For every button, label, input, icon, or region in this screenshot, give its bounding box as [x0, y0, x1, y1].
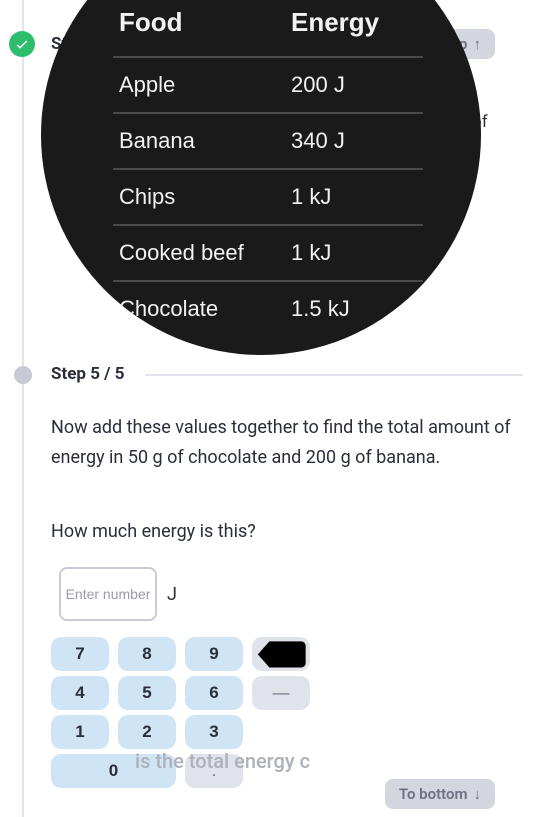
unit-label: J — [167, 584, 177, 605]
table-row: Apple 200 J — [113, 56, 423, 112]
ghost-text-behind-circle: is the total energy c — [135, 749, 310, 773]
key-2[interactable]: 2 — [118, 715, 176, 749]
key-4[interactable]: 4 — [51, 676, 109, 710]
table-row: Banana 340 J — [113, 112, 423, 168]
key-6[interactable]: 6 — [185, 676, 243, 710]
backspace-icon — [252, 637, 310, 672]
col-header-food: Food — [113, 7, 291, 38]
instruction-text: Now add these values together to find th… — [51, 413, 517, 472]
food-energy-table: Food Energy Apple 200 J Banana 340 J Chi… — [113, 0, 423, 336]
step-marker-current — [14, 366, 32, 384]
step-marker-done — [9, 31, 35, 57]
key-3[interactable]: 3 — [185, 715, 243, 749]
key-7[interactable]: 7 — [51, 637, 109, 671]
to-bottom-label: To bottom — [399, 785, 468, 803]
key-9[interactable]: 9 — [185, 637, 243, 671]
magnifier-circle: Food Energy Apple 200 J Banana 340 J Chi… — [41, 0, 481, 355]
timeline-rail — [22, 0, 24, 817]
to-bottom-button[interactable]: To bottom ↓ — [385, 779, 495, 809]
key-8[interactable]: 8 — [118, 637, 176, 671]
col-header-energy: Energy — [291, 7, 423, 38]
table-row: Cooked beef 1 kJ — [113, 224, 423, 280]
key-5[interactable]: 5 — [118, 676, 176, 710]
key-minus[interactable]: — — [252, 676, 310, 710]
arrow-down-icon: ↓ — [474, 785, 482, 803]
step-label-current: Step 5 / 5 — [51, 364, 124, 384]
check-icon — [14, 36, 30, 52]
answer-input-row: J — [59, 567, 177, 621]
step-divider-line — [145, 374, 523, 376]
page: St top ↑ g. of is the total energy c Foo… — [0, 0, 533, 817]
key-1[interactable]: 1 — [51, 715, 109, 749]
answer-input[interactable] — [59, 567, 157, 621]
table-header: Food Energy — [113, 0, 423, 56]
table-row: Chips 1 kJ — [113, 168, 423, 224]
question-text: How much energy is this? — [51, 521, 256, 542]
table-row: Chocolate 1.5 kJ — [113, 280, 423, 336]
key-backspace[interactable] — [252, 637, 310, 671]
arrow-up-icon: ↑ — [474, 35, 482, 53]
